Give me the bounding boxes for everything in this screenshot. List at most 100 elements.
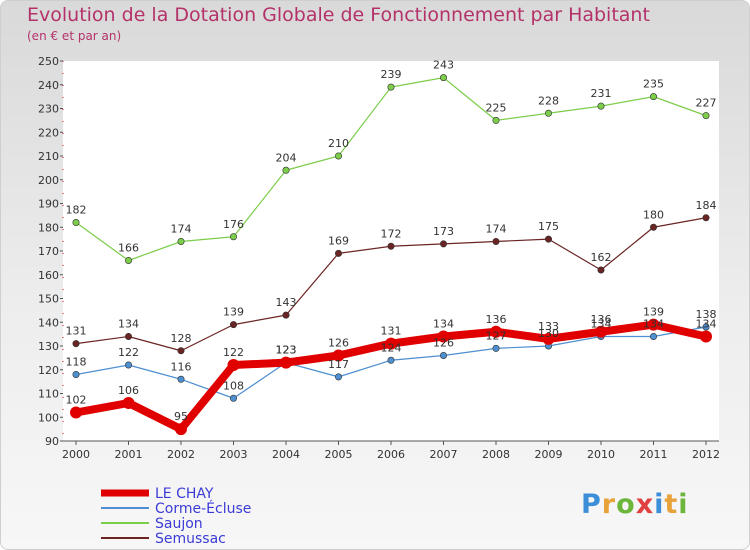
data-label: 122: [223, 346, 244, 359]
x-tick-label: 2000: [62, 448, 90, 461]
data-label: 173: [433, 225, 454, 238]
data-label: 180: [643, 208, 664, 221]
y-tick-label: 230: [38, 103, 59, 116]
data-label: 169: [328, 234, 349, 247]
data-point: [647, 318, 660, 331]
data-point: [230, 233, 238, 241]
data-point: [282, 166, 290, 174]
data-label: 231: [591, 87, 612, 100]
data-label: 172: [381, 227, 402, 240]
data-label: 134: [591, 318, 612, 331]
y-tick-label: 150: [38, 293, 59, 306]
data-point: [492, 238, 500, 246]
data-point: [227, 359, 240, 371]
data-label: 139: [643, 306, 664, 319]
y-tick-label: 140: [38, 316, 59, 329]
data-label: 108: [223, 379, 244, 392]
y-tick-label: 90: [45, 435, 59, 448]
data-point: [492, 344, 500, 352]
x-tick-label: 2005: [325, 448, 353, 461]
x-tick-label: 2006: [377, 448, 405, 461]
data-label: 235: [643, 78, 664, 91]
plot-area: [63, 61, 719, 441]
data-label: 184: [696, 199, 717, 212]
y-tick-label: 100: [38, 411, 59, 424]
data-label: 174: [486, 223, 507, 236]
y-tick-label: 130: [38, 340, 59, 353]
data-label: 136: [591, 313, 612, 326]
data-label: 228: [538, 94, 559, 107]
data-point: [544, 109, 552, 117]
data-label: 134: [696, 318, 717, 331]
x-tick-label: 2007: [430, 448, 458, 461]
data-label: 133: [538, 320, 559, 333]
y-tick-label: 190: [38, 198, 59, 211]
data-point: [125, 256, 133, 264]
y-tick-label: 250: [38, 55, 59, 68]
proxiti-logo: Proxiti: [581, 489, 689, 520]
data-point: [387, 356, 395, 364]
y-tick-label: 220: [38, 126, 59, 139]
data-label: 166: [118, 242, 139, 255]
legend-label: Semussac: [155, 531, 226, 547]
data-label: 134: [433, 318, 454, 331]
data-label: 123: [276, 344, 297, 357]
data-label: 117: [328, 358, 349, 371]
data-label: 182: [66, 204, 87, 217]
chart-title: Evolution de la Dotation Globale de Fonc…: [27, 4, 650, 26]
data-label: 136: [486, 313, 507, 326]
data-point: [649, 332, 657, 340]
data-point: [542, 332, 555, 345]
y-tick-label: 170: [38, 245, 59, 258]
data-label: 239: [381, 68, 402, 81]
data-point: [122, 397, 135, 409]
data-point: [175, 423, 187, 436]
data-label: 162: [591, 251, 612, 264]
data-label: 174: [171, 223, 192, 236]
data-point: [72, 370, 80, 378]
data-label: 175: [538, 220, 559, 233]
data-point: [649, 223, 657, 231]
legend-label: Saujon: [155, 516, 203, 532]
data-point: [387, 83, 395, 91]
data-point: [492, 116, 500, 124]
data-label: 126: [433, 337, 454, 350]
data-point: [230, 321, 238, 329]
data-point: [334, 152, 342, 160]
data-point: [702, 323, 710, 331]
data-label: 131: [381, 325, 402, 338]
data-point: [334, 249, 342, 257]
data-point: [544, 235, 552, 243]
y-tick-label: 110: [38, 388, 59, 401]
data-point: [280, 356, 292, 369]
x-tick-label: 2001: [115, 448, 143, 461]
x-tick-label: 2008: [482, 448, 510, 461]
data-label: 225: [486, 101, 507, 114]
data-label: 95: [174, 410, 188, 423]
data-point: [597, 266, 605, 274]
y-tick-label: 200: [38, 174, 59, 187]
data-label: 124: [381, 341, 402, 354]
data-point: [702, 112, 710, 120]
data-label: 134: [118, 318, 139, 331]
data-point: [230, 394, 238, 402]
data-label: 134: [643, 318, 664, 331]
x-tick-label: 2010: [587, 448, 615, 461]
data-label: 116: [171, 360, 192, 373]
data-label: 128: [171, 332, 192, 345]
x-tick-label: 2004: [272, 448, 300, 461]
data-point: [177, 375, 185, 383]
data-point: [177, 238, 185, 246]
data-point: [597, 102, 605, 110]
data-point: [595, 325, 607, 338]
data-point: [702, 214, 710, 222]
data-point: [649, 93, 657, 101]
data-point: [72, 340, 80, 348]
y-tick-label: 120: [38, 364, 59, 377]
data-label: 176: [223, 218, 244, 231]
data-point: [125, 332, 133, 340]
x-tick-label: 2002: [167, 448, 195, 461]
data-label: 130: [538, 327, 559, 340]
